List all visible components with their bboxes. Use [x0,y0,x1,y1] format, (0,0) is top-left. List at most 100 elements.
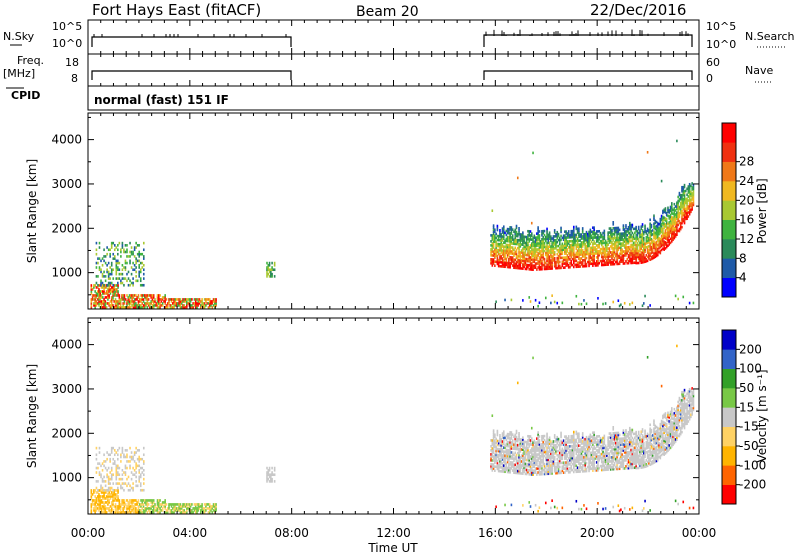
power-cell [501,263,504,266]
velocity-cell [522,442,524,445]
velocity-cell [557,439,560,443]
power-cell [644,244,646,248]
velocity-cell [193,503,196,506]
velocity-cell [536,461,538,464]
velocity-cell [560,455,562,459]
velocity-cell [534,453,537,456]
power-cell [139,283,142,287]
velocity-cell [118,499,121,502]
velocity-cell [530,451,533,454]
velocity-cell [570,460,573,464]
velocity-cell [516,443,519,447]
power-cell [543,241,546,245]
power-cell [623,232,626,235]
power-cell [93,302,95,305]
power-cell [511,250,514,253]
power-cell [109,281,111,285]
velocity-cell [543,446,546,450]
velocity-cell [492,441,495,444]
velocity-cell [553,456,556,459]
power-cell [672,236,674,240]
velocity-cell [508,470,510,474]
velocity-cell [558,457,561,461]
velocity-cell [588,449,590,453]
power-cell [534,266,537,269]
power-cell [178,300,180,303]
power-cell [687,205,690,208]
velocity-cell [182,511,184,514]
velocity-cell [538,439,541,442]
velocity-cell [132,486,134,490]
velocity-cell [150,507,152,510]
velocity-cell [164,505,166,508]
power-cell [651,255,654,258]
power-cell [656,221,659,225]
power-cell [654,245,657,249]
power-cell [588,264,590,268]
power-cell [636,253,639,257]
power-cell [127,300,130,303]
power-cell [578,235,580,238]
power-cell [637,249,640,253]
velocity-cell [211,505,214,508]
power-cell [688,301,691,305]
power-cell [574,243,576,247]
velocity-cell [572,448,575,452]
power-cell [583,235,585,238]
velocity-cell [136,511,138,514]
power-cell [676,213,678,217]
velocity-cell [556,465,559,469]
power-cell [683,197,686,201]
power-cell [565,240,567,243]
velocity-cell [169,509,172,512]
power-cell [581,253,584,256]
power-cell [138,272,141,276]
power-cell [600,263,603,267]
power-cell [504,257,506,261]
power-cell [631,239,634,243]
velocity-cell [99,503,102,506]
velocity-cell [161,509,164,512]
power-cell [505,251,508,255]
power-cell [515,238,518,242]
velocity-cell [539,470,542,474]
power-cell [640,225,643,229]
power-cell [541,245,543,249]
power-cell [681,217,683,221]
velocity-cell [178,503,180,506]
power-cell [519,267,522,270]
power-cell [553,257,556,260]
power-cell [608,251,611,254]
velocity-cell [214,505,216,508]
power-cell [127,283,130,287]
velocity-cell [212,503,215,506]
power-cell [138,255,141,258]
power-cell [130,250,133,254]
power-cell [595,236,598,239]
velocity-cell [159,499,161,502]
velocity-cell [121,511,123,514]
power-cell [672,224,674,228]
velocity-cell [575,468,578,472]
velocity-cell [112,446,115,450]
velocity-cell [595,461,598,464]
velocity-cell [536,437,538,440]
power-cell [544,267,547,271]
power-cell [494,250,496,254]
velocity-cell [114,499,117,502]
power-cell [648,257,650,260]
power-cell [636,235,639,239]
power-cell [569,261,571,265]
velocity-cell [560,461,562,465]
power-cell [166,302,169,305]
power-cell [128,304,131,307]
power-cell [665,227,668,231]
velocity-cell [597,463,599,466]
velocity-cell [119,505,122,508]
velocity-cell [534,455,537,458]
power-cell [180,306,183,309]
power-cell [522,247,524,250]
power-cell [655,252,658,256]
power-cell [642,258,645,262]
velocity-cell [585,467,588,471]
